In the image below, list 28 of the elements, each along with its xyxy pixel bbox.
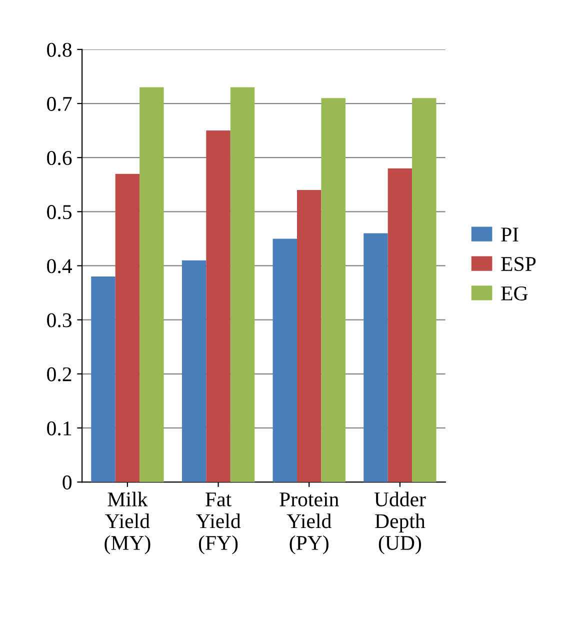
bar [388,168,412,482]
bar [297,190,322,482]
bar [115,174,140,482]
bar [272,238,298,482]
x-tick-label: Fat Yield (FY) [196,492,241,554]
bar [182,260,206,482]
y-tick-label: 0.3 [47,313,72,328]
y-tick-label: 0 [62,475,72,490]
x-tick-label: Udder Depth (UD) [374,492,426,554]
bar [140,87,164,482]
y-tick-label: 0.1 [47,421,72,436]
y-tick-label: 0.4 [47,259,72,274]
y-tick-label: 0.6 [47,150,72,166]
bar [364,233,388,482]
bar [206,130,230,482]
y-tick-label: 0.2 [47,367,72,382]
x-tick-label: Milk Yield (MY) [104,492,150,554]
x-tick-label: Protein Yield (PY) [280,492,339,554]
y-tick-label: 0.8 [47,42,72,57]
bar [412,98,436,482]
bar [91,276,116,482]
legend-label: EG [501,286,528,300]
y-tick-label: 0.7 [47,96,72,112]
bar [321,98,346,482]
legend-label: ESP [501,257,536,272]
bar [230,87,255,482]
legend-label: PI [501,228,518,242]
y-tick-label: 0.5 [47,205,72,220]
